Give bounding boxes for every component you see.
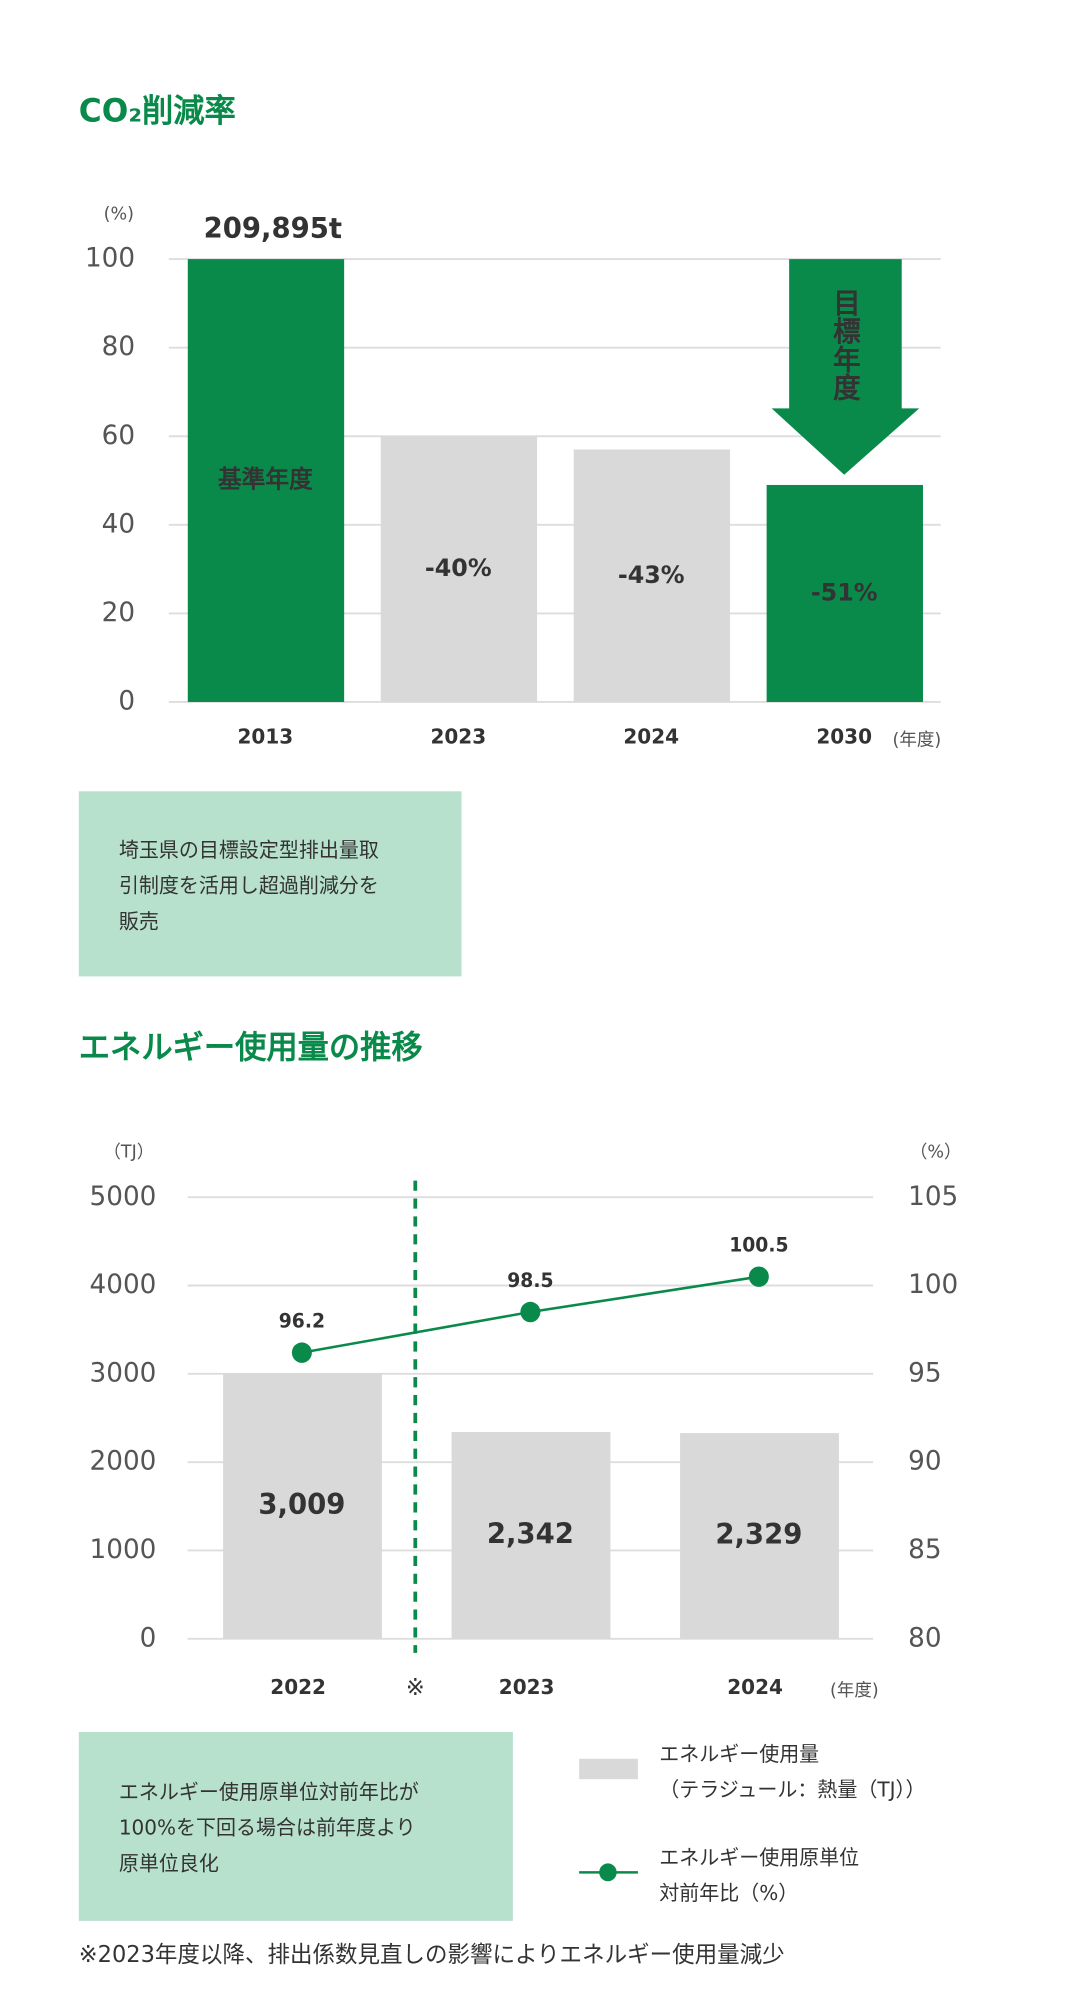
note-line: 100%を下回る場合は前年度より xyxy=(119,1815,416,1839)
y-tick-label: 100 xyxy=(85,242,135,273)
bar-value-label: 3,009 xyxy=(258,1488,345,1521)
bar xyxy=(451,1431,611,1639)
y-tick-label: 4000 xyxy=(90,1269,157,1300)
legend-label: エネルギー使用量（テラジュール：熱量（TJ）） xyxy=(659,1741,925,1801)
note-line: 販売 xyxy=(119,909,159,933)
y-tick-label: 5000 xyxy=(90,1181,157,1212)
x-tick-label: 2030 xyxy=(816,724,872,748)
base-annotation: 209,895t xyxy=(204,212,342,245)
y-tick-label: 0 xyxy=(118,685,135,716)
note-line: 引制度を活用し超過削減分を xyxy=(119,873,379,897)
y2-tick-label: 90 xyxy=(908,1445,941,1476)
y-unit: (%) xyxy=(104,204,134,224)
y2-unit: （%） xyxy=(910,1142,962,1162)
y-tick-label: 1000 xyxy=(90,1534,157,1565)
bar-value-label: 2,342 xyxy=(487,1517,574,1550)
chart-title: エネルギー使用量の推移 xyxy=(79,1030,423,1066)
y2-tick-label: 95 xyxy=(908,1357,941,1388)
point-label: 96.2 xyxy=(279,1310,325,1332)
y-tick-label: 80 xyxy=(102,331,135,362)
chart-title: CO₂削減率 xyxy=(79,93,236,129)
note-box xyxy=(78,1731,513,1921)
note-line: エネルギー使用原単位対前年比が xyxy=(119,1780,419,1804)
target-arrow xyxy=(771,259,920,475)
bar-label: -40% xyxy=(425,554,492,582)
line-point xyxy=(291,1342,312,1363)
bar xyxy=(187,259,345,702)
y-tick-label: 3000 xyxy=(90,1357,157,1388)
legend-label: エネルギー使用原単位対前年比（%） xyxy=(659,1845,859,1905)
y-tick-label: 20 xyxy=(102,597,135,628)
x-unit: (年度) xyxy=(893,729,942,750)
note-box xyxy=(78,791,462,977)
y-tick-label: 2000 xyxy=(90,1445,157,1476)
y2-tick-label: 105 xyxy=(908,1181,958,1212)
line-point xyxy=(520,1301,541,1323)
bar-label: -43% xyxy=(618,561,685,589)
point-label: 100.5 xyxy=(729,1234,788,1256)
target-annotation: 目標年度 xyxy=(829,288,862,401)
bar xyxy=(380,436,538,702)
legend-swatch xyxy=(579,1758,638,1780)
y2-tick-label: 100 xyxy=(908,1269,958,1300)
y2-tick-label: 85 xyxy=(908,1534,941,1565)
y-tick-label: 60 xyxy=(102,420,135,451)
bar-value-label: 2,329 xyxy=(715,1518,802,1551)
bar xyxy=(223,1373,382,1639)
divider-mark: ※ xyxy=(406,1675,425,1701)
x-unit: (年度) xyxy=(830,1680,879,1701)
bar-label: -51% xyxy=(811,578,878,606)
x-tick-label: 2023 xyxy=(499,1675,555,1699)
x-tick-label: 2023 xyxy=(430,724,486,748)
line-point xyxy=(748,1266,769,1287)
x-tick-label: 2013 xyxy=(238,724,294,748)
x-tick-label: 2024 xyxy=(623,724,679,748)
y-unit: （TJ） xyxy=(103,1142,154,1162)
y2-tick-label: 80 xyxy=(908,1622,941,1653)
y-tick-label: 40 xyxy=(102,508,135,539)
x-tick-label: 2024 xyxy=(727,1675,783,1699)
bar-label: 基準年度 xyxy=(218,465,314,493)
legend-swatch xyxy=(599,1863,617,1882)
footnote: ※2023年度以降、排出係数見直しの影響によりエネルギー使用量減少 xyxy=(79,1942,785,1968)
bar xyxy=(573,449,731,702)
point-label: 98.5 xyxy=(507,1270,553,1292)
bar xyxy=(766,484,923,702)
y-tick-label: 0 xyxy=(140,1622,157,1653)
note-line: 原単位良化 xyxy=(119,1851,219,1875)
x-tick-label: 2022 xyxy=(270,1675,326,1699)
note-line: 埼玉県の目標設定型排出量取 xyxy=(119,838,379,862)
bar xyxy=(680,1433,839,1639)
